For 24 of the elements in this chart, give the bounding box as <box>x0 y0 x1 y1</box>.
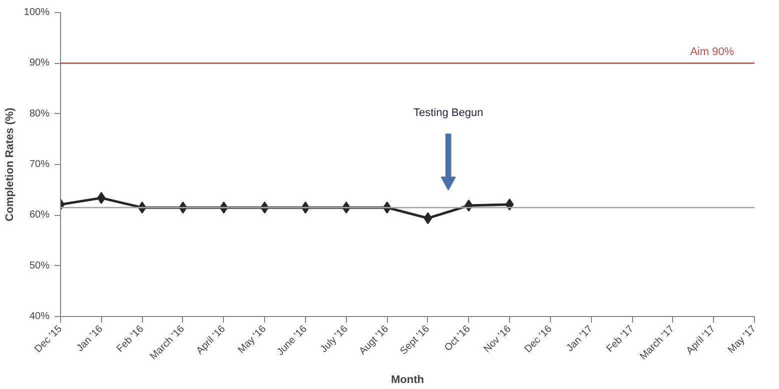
x-tick-label: Dec '16 <box>522 323 555 356</box>
x-tick-label: Jan '17 <box>564 323 596 354</box>
x-tick-label: Feb '17 <box>604 323 636 355</box>
y-tick-label: 40% <box>29 311 50 322</box>
y-tick-label: 50% <box>29 260 50 272</box>
x-tick-label: May '16 <box>236 323 269 356</box>
x-tick-label: Jan '16 <box>74 323 106 354</box>
x-axis-title: Month <box>391 374 424 386</box>
y-tick-label: 60% <box>29 210 50 221</box>
x-tick-label: Feb '16 <box>114 323 146 355</box>
x-tick-label: May '17 <box>726 323 759 356</box>
y-tick-label: 100% <box>24 7 50 18</box>
x-tick-label: Oct '16 <box>442 323 473 354</box>
x-tick-label: July '16 <box>318 323 350 356</box>
y-tick-label: 90% <box>29 58 50 69</box>
y-tick-label: 70% <box>29 159 50 170</box>
x-tick-label: Dec '15 <box>32 323 65 356</box>
y-axis-title: Completion Rates (%) <box>4 107 16 222</box>
x-tick-label: Nov '16 <box>482 323 514 356</box>
annotation: Testing Begun <box>413 106 484 119</box>
point <box>505 198 514 211</box>
point <box>424 212 432 224</box>
y-tick-label: 80% <box>29 108 50 120</box>
ref-line-label: Aim 90% <box>690 46 734 58</box>
